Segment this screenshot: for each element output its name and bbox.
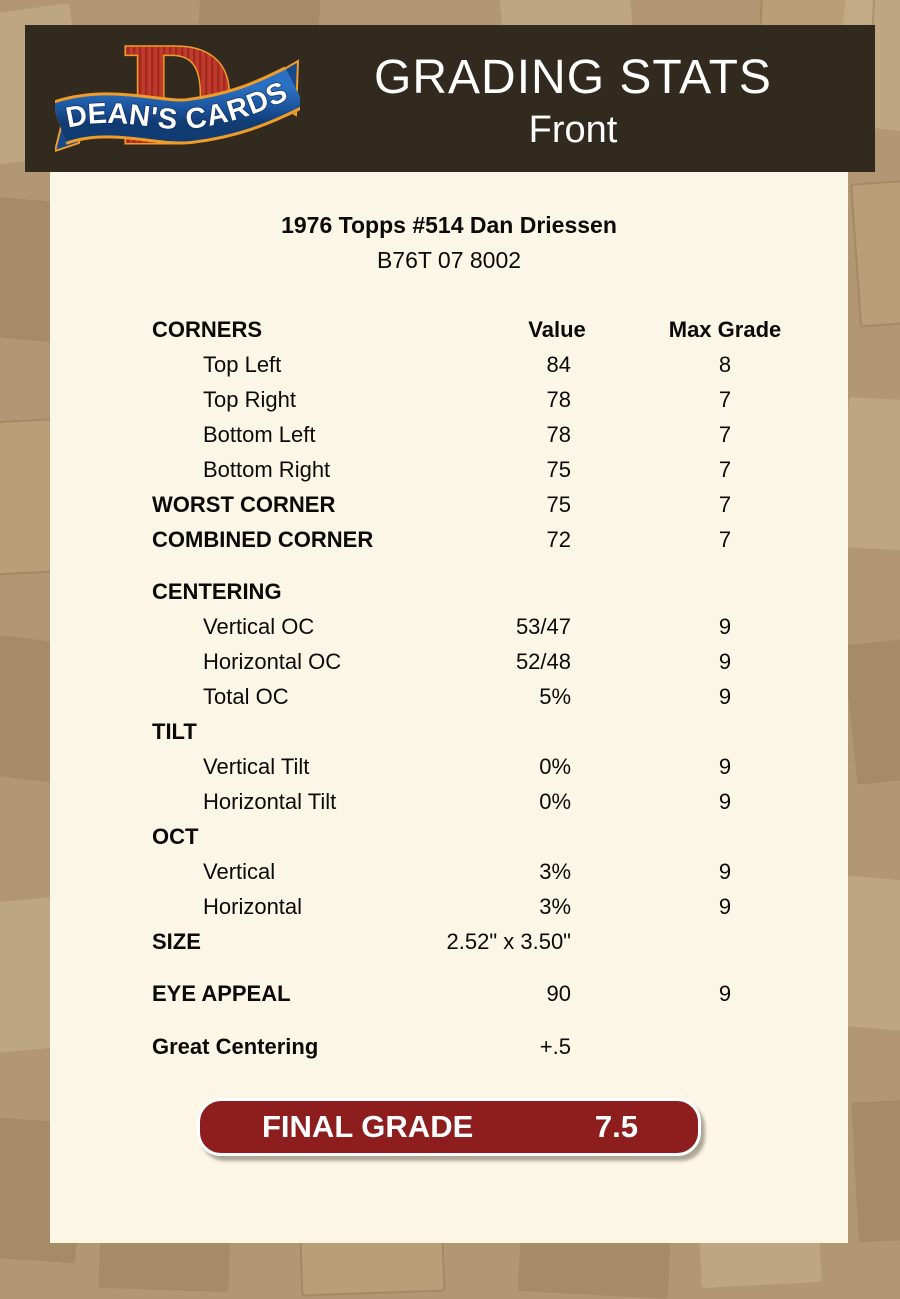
row-label: COMBINED CORNER [152,527,374,552]
table-row: TILT [50,714,848,749]
table-row: Great Centering +.5 [50,1029,848,1064]
table-row: EYE APPEAL 90 9 [50,976,848,1011]
row-max-grade: 7 [718,527,732,552]
table-row: SIZE 2.52" x 3.50" [50,924,848,959]
card-code: B76T 07 8002 [376,247,522,273]
row-max-grade: 8 [718,352,732,377]
row-label: Horizontal Tilt [203,789,337,814]
row-max-grade: 9 [718,684,732,709]
page-subtitle-front: Front [528,109,618,151]
row-value: 53/47 [515,614,571,639]
row-label: Top Right [203,387,296,412]
content-panel: 1976 Topps #514 Dan Driessen B76T 07 800… [50,172,848,1243]
table-row: COMBINED CORNER 72 7 [50,522,848,557]
row-label: Vertical Tilt [203,754,310,779]
collage-card [842,635,900,785]
row-label: Horizontal OC [203,649,342,674]
row-label: Bottom Left [203,422,316,447]
row-value: 5% [539,684,571,709]
row-max-grade: 7 [718,422,732,447]
table-row: Bottom Left 78 7 [50,417,848,452]
row-value: 90 [546,981,571,1006]
row-label: Great Centering [152,1034,319,1059]
row-value: 78 [546,422,571,447]
table-row: OCT [50,819,848,854]
table-row: Top Right 78 7 [50,382,848,417]
table-row: Bottom Right 75 7 [50,452,848,487]
row-label: EYE APPEAL [152,981,291,1006]
row-max-grade: 7 [718,457,732,482]
table-row: Vertical 3% 9 [50,854,848,889]
collage-card [851,1097,900,1243]
row-value: 75 [546,492,571,517]
table-row: CENTERING [50,574,848,609]
row-label: Horizontal [203,894,303,919]
row-value: 72 [546,527,571,552]
grading-table: CORNERS Value Max Grade Top Left 84 8 Top Righ… [50,312,848,1064]
final-grade-badge[interactable]: FINAL GRADE 7.5 [197,1098,701,1156]
card-title: 1976 Topps #514 Dan Driessen [281,212,617,238]
row-max-grade: 9 [718,649,732,674]
row-label: Top Left [203,352,282,377]
row-max-grade: 9 [718,894,732,919]
row-label: TILT [152,719,197,744]
table-row: CORNERS Value Max Grade [50,312,848,347]
row-label: Bottom Right [203,457,331,482]
row-label: CENTERING [152,579,282,604]
row-max-grade: Max Grade [668,317,782,342]
row-max-grade: 7 [718,387,732,412]
collage-card [841,397,900,553]
table-row: Vertical OC 53/47 9 [50,609,848,644]
row-max-grade: 9 [718,789,732,814]
final-grade-value: 7.5 [594,1109,638,1144]
table-row: Total OC 5% 9 [50,679,848,714]
table-row: Horizontal OC 52/48 9 [50,644,848,679]
row-value: 3% [539,894,571,919]
row-value: 78 [546,387,571,412]
row-label: CORNERS [152,317,263,342]
table-row: Horizontal Tilt 0% 9 [50,784,848,819]
header-text-block: GRADING STATS Front [333,49,813,153]
row-label: Vertical OC [203,614,315,639]
header-bar: D DEAN'S CARDS GRADING STATS Front [25,19,875,177]
page-title: GRADING STATS [374,51,772,104]
row-max-grade: 9 [718,859,732,884]
row-value: +.5 [539,1034,571,1059]
row-value: 0% [539,789,571,814]
table-row: Top Left 84 8 [50,347,848,382]
row-label: OCT [152,824,199,849]
row-value: Value [528,317,586,342]
row-max-grade: 9 [718,614,732,639]
row-value: 3% [539,859,571,884]
deans-cards-logo-svg: D DEAN'S CARDS [55,19,300,177]
row-value: 84 [546,352,571,377]
row-label: Vertical [203,859,276,884]
row-value: 75 [546,457,571,482]
row-max-grade: 9 [718,981,732,1006]
row-value: 0% [539,754,571,779]
table-row: Horizontal 3% 9 [50,889,848,924]
row-value: 52/48 [515,649,571,674]
row-value: 2.52" x 3.50" [446,929,571,954]
row-label: Total OC [203,684,289,709]
deans-cards-logo: D DEAN'S CARDS [55,19,300,177]
row-label: WORST CORNER [152,492,336,517]
collage-card [850,176,900,328]
table-row: WORST CORNER 75 7 [50,487,848,522]
table-row: Vertical Tilt 0% 9 [50,749,848,784]
row-max-grade: 9 [718,754,732,779]
row-max-grade: 7 [718,492,732,517]
row-label: SIZE [152,929,201,954]
final-grade-label: FINAL GRADE [262,1109,474,1144]
